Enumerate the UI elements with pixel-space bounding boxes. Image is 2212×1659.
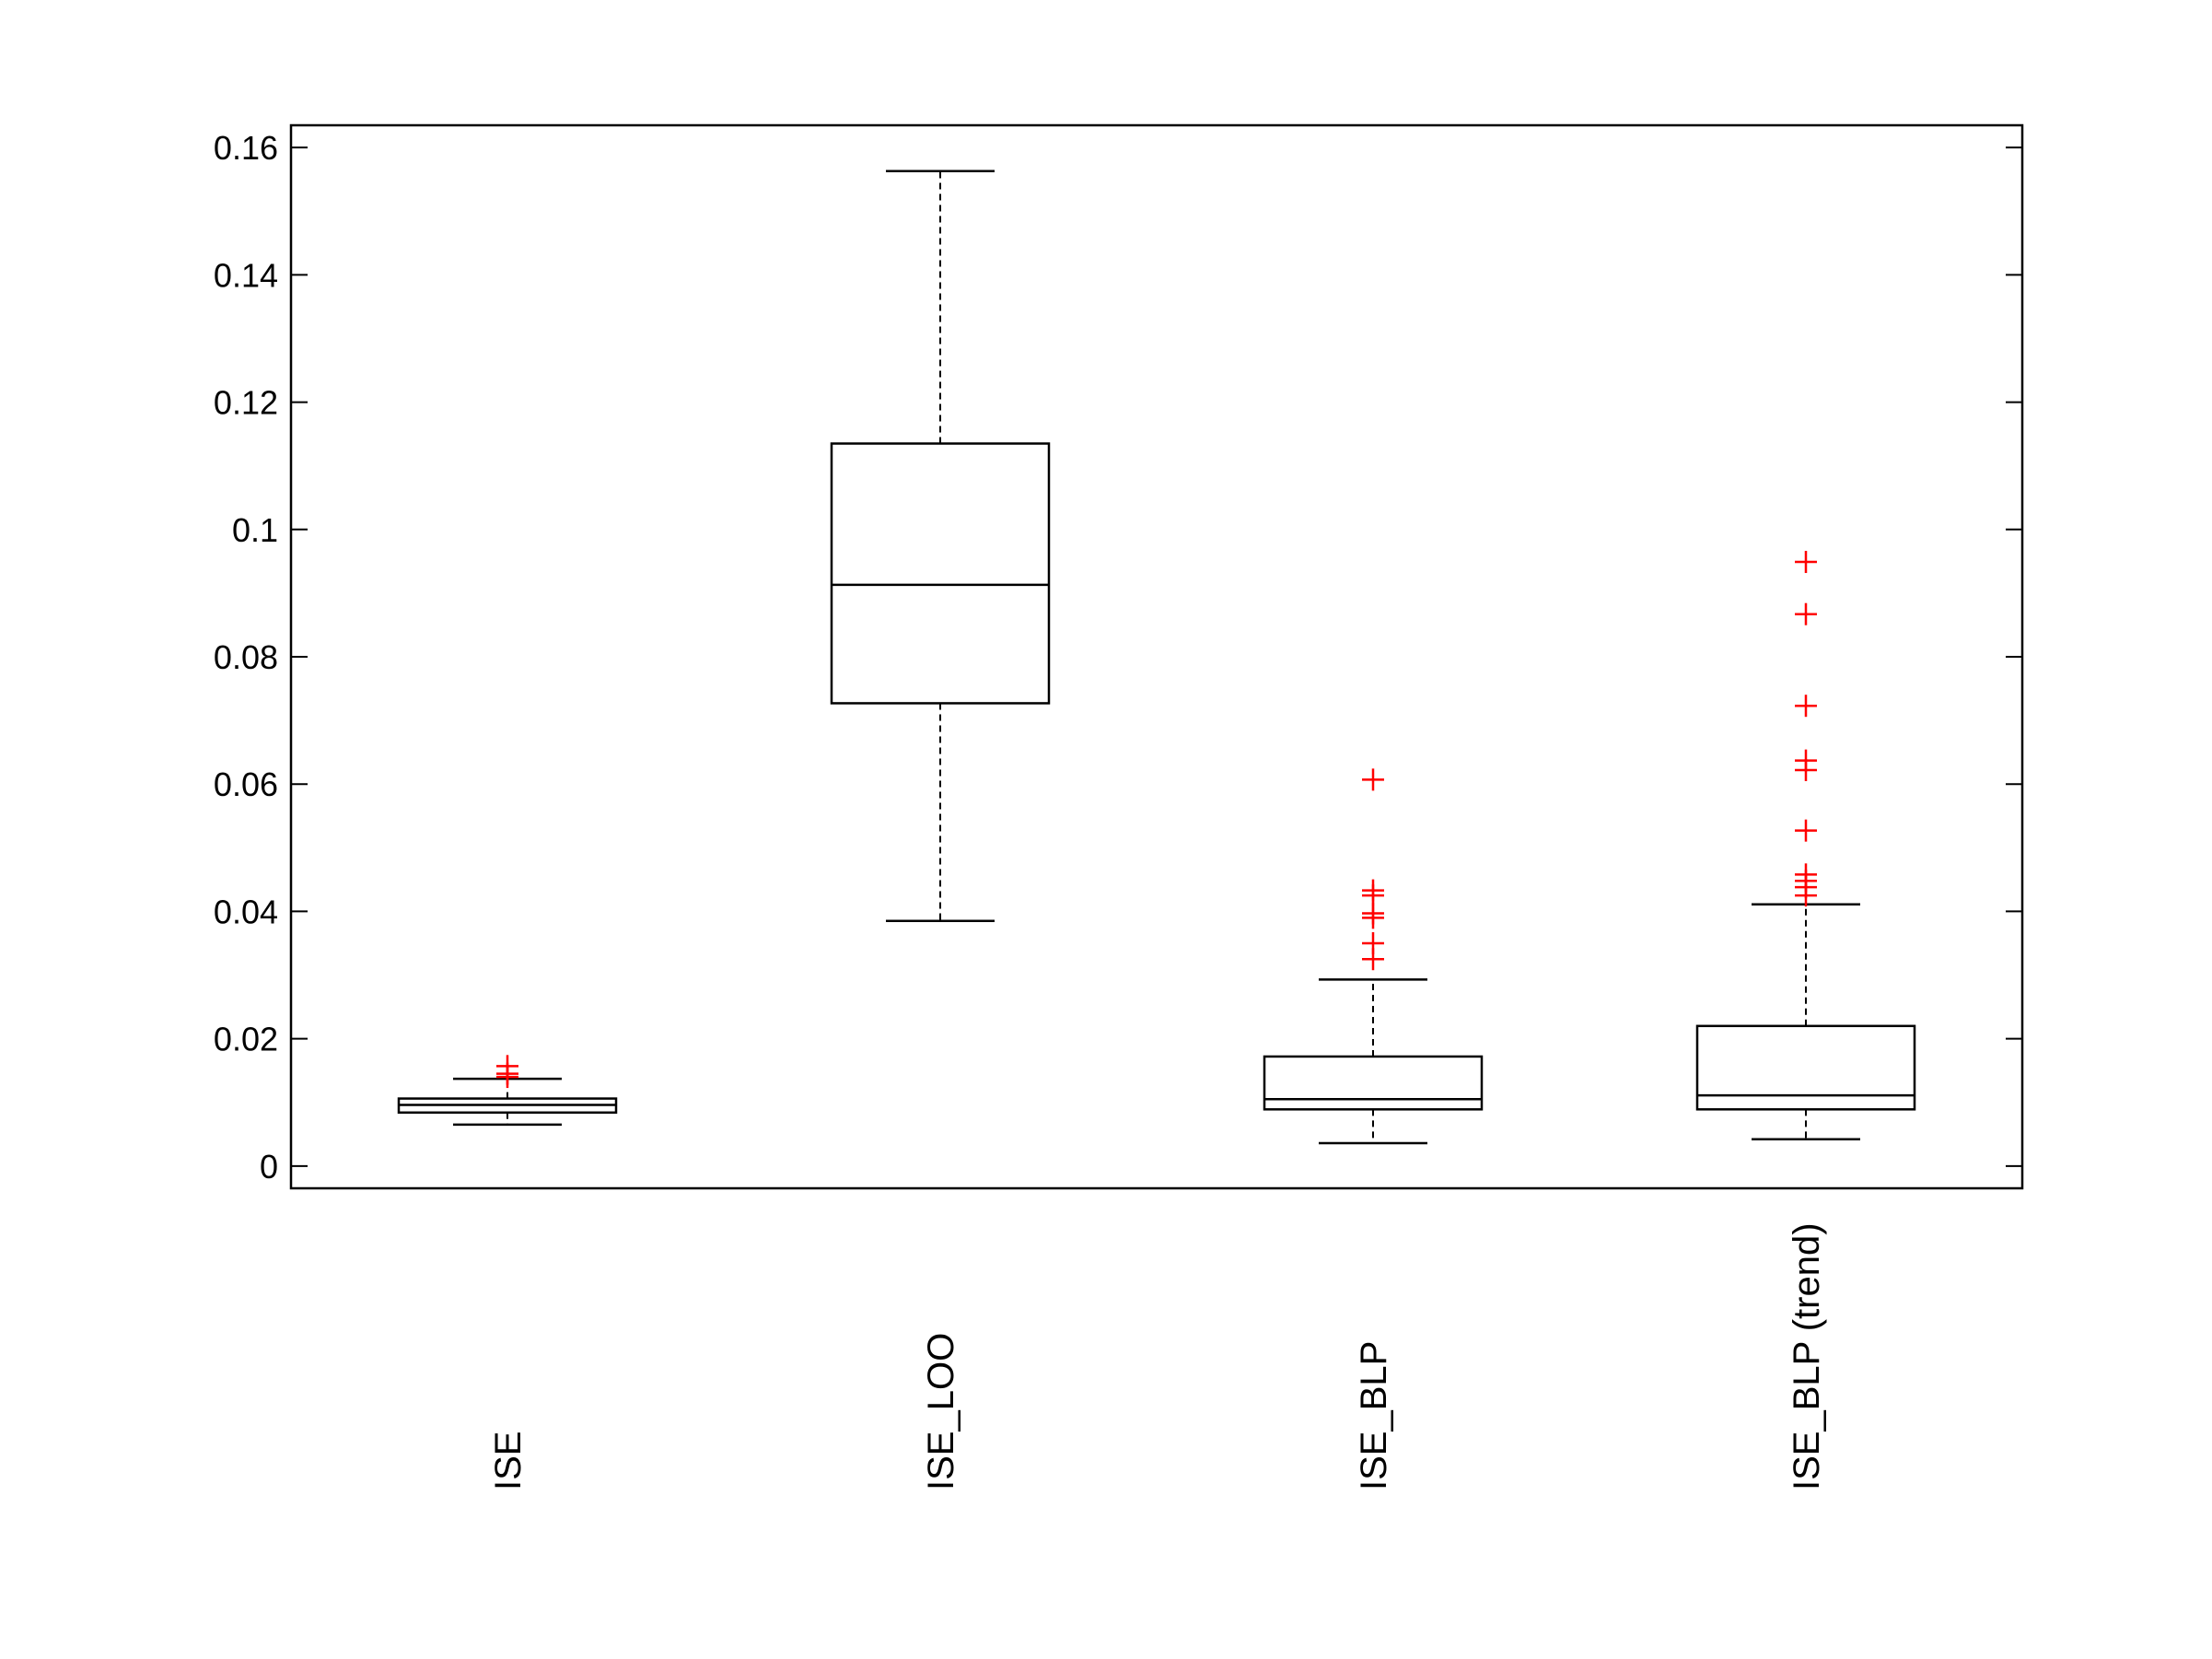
boxes-layer [397, 169, 1916, 1145]
y-tick-label: 0 [260, 1148, 278, 1186]
box-group [830, 169, 1051, 923]
y-tick-label: 0.02 [214, 1021, 278, 1058]
outlier-point [1795, 863, 1817, 886]
y-tick-label: 0.12 [214, 384, 278, 422]
outlier-point [1795, 695, 1817, 718]
axis-layer [289, 123, 2024, 1190]
box-group [1695, 551, 1916, 1141]
x-category-label: ISE_BLP (trend) [1787, 1222, 1827, 1490]
y-tick-label: 0.08 [214, 638, 278, 676]
outlier-point [1795, 749, 1817, 772]
x-category-label: ISE_LOO [921, 1333, 961, 1490]
outlier-point [1795, 602, 1817, 625]
x-category-label: ISE [488, 1431, 529, 1490]
outlier-point [1362, 931, 1384, 954]
box-iqr [1263, 1055, 1484, 1111]
x-category-label: ISE_BLP [1354, 1341, 1394, 1490]
y-tick-label: 0.06 [214, 765, 278, 803]
box-iqr [830, 442, 1051, 705]
outlier-point [1795, 819, 1817, 842]
y-tick-label: 0.14 [214, 256, 278, 294]
box-group [1263, 768, 1484, 1145]
outlier-point [1362, 879, 1384, 902]
outlier-point [1795, 551, 1817, 574]
outlier-point [1362, 768, 1384, 791]
box-group [397, 1055, 618, 1127]
outlier-point [496, 1055, 518, 1078]
box-iqr [1695, 1024, 1916, 1111]
label-layer: 0 0.02 0.04 0.06 0.08 0.1 0.12 0.14 0.16 ISE ISE_L… [214, 129, 1827, 1490]
y-tick-label: 0.16 [214, 129, 278, 167]
y-tick-label: 0.04 [214, 893, 278, 930]
y-tick-label: 0.1 [232, 511, 278, 549]
